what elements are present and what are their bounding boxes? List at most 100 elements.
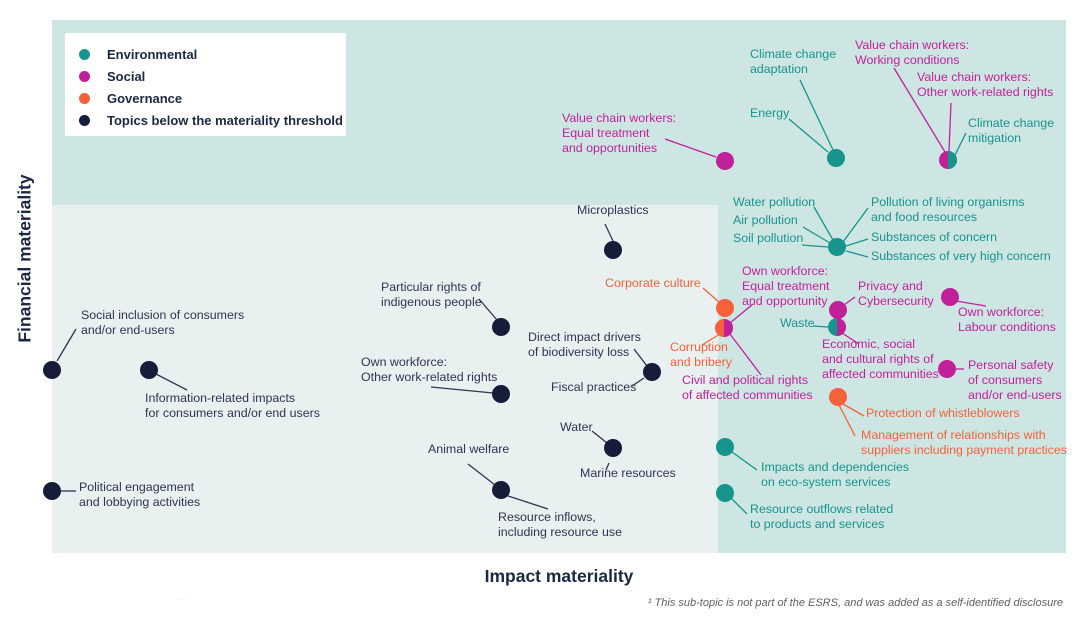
topic-label: Water (560, 420, 593, 434)
legend-label: Social (107, 68, 146, 84)
data-point (716, 299, 734, 317)
leader-line (841, 332, 860, 345)
legend-label: Topics below the materiality threshold (107, 112, 343, 128)
data-point (43, 482, 61, 500)
y-axis-label: Financial materiality (14, 174, 35, 343)
data-point (716, 438, 734, 456)
topic-label: Own workforce: Equal treatment and oppor… (742, 264, 830, 308)
leader-line (478, 298, 498, 321)
leader-line (631, 377, 645, 387)
topic-label: Personal safety of consumers and/or end-… (968, 358, 1062, 402)
topic-label: Animal welfare (428, 442, 510, 456)
data-point (828, 238, 846, 256)
legend-item: Social (79, 65, 346, 87)
topic-label: Particular rights of indigenous people (381, 280, 482, 309)
topic-label: Pollution of living organisms and food r… (871, 195, 1025, 224)
topic-label: Substances of concern (871, 230, 998, 244)
data-point (941, 288, 959, 306)
data-point (43, 361, 61, 379)
leader-line (633, 348, 648, 367)
legend-dot-icon (79, 70, 90, 82)
topic-label: Management of relationships with supplie… (861, 428, 1067, 457)
leader-line (467, 463, 496, 486)
topic-label: Climate change mitigation (968, 116, 1055, 145)
leader-line (813, 206, 834, 241)
legend-label: Governance (107, 90, 183, 106)
topic-label: Marine resources (580, 466, 676, 480)
topic-label: Value chain workers: Working conditions (855, 38, 970, 67)
data-point (829, 301, 847, 319)
data-point (716, 484, 734, 502)
data-point (643, 363, 661, 381)
leader-line (955, 300, 987, 307)
topic-label: Corporate culture (605, 276, 701, 290)
leader-line (701, 333, 721, 346)
topic-label: Climate change adaptation (750, 47, 837, 76)
topic-label: Energy (750, 106, 790, 120)
data-point (140, 361, 158, 379)
topic-label: Direct impact drivers of biodiversity lo… (528, 330, 641, 359)
leader-line (604, 223, 614, 242)
leader-line (893, 67, 946, 153)
leader-line (948, 102, 952, 152)
data-point (604, 241, 622, 259)
leader-line (605, 462, 610, 471)
data-point-half (837, 318, 846, 336)
topic-label: Own workforce: Other work-related rights (361, 355, 498, 384)
topic-label: Air pollution (733, 213, 798, 227)
data-point (604, 439, 622, 457)
topic-label: Information-related impacts for consumer… (145, 391, 320, 420)
leader-line (801, 244, 829, 248)
legend-item: Governance (79, 87, 346, 109)
legend: Environmental Social Governance Topics belo… (65, 33, 346, 136)
leader-line (845, 250, 869, 258)
leader-line (842, 207, 869, 243)
x-axis-label: Impact materiality (484, 566, 634, 586)
leader-line (155, 373, 188, 391)
topic-label: Substances of very high concern (871, 249, 1051, 263)
leader-line (702, 287, 721, 304)
topic-label: Soil pollution (733, 231, 804, 245)
leader-line (812, 325, 829, 328)
leader-line (729, 333, 762, 376)
topic-label: Fiscal practices (551, 380, 637, 394)
data-point (492, 481, 510, 499)
topic-label: Waste (780, 316, 815, 330)
below-threshold-region (52, 205, 718, 553)
footnote: ¹ This sub-topic is not part of the ESRS… (647, 597, 1063, 609)
leader-line (788, 118, 829, 153)
topic-label: Value chain workers: Other work-related … (917, 70, 1054, 99)
leader-line (430, 386, 494, 394)
legend-label: Environmental (107, 46, 198, 62)
legend-item: Topics below the materiality threshold (79, 109, 346, 131)
above-impact-threshold-region (718, 205, 1066, 553)
topic-label: Privacy and Cybersecurity (858, 279, 934, 308)
leader-line (842, 403, 865, 417)
leader-line (843, 296, 856, 306)
topic-label: Value chain workers: Equal treatment and… (562, 111, 677, 155)
topic-label: Own workforce: Labour conditions (958, 305, 1056, 334)
topic-label: Corruption and bribery (670, 340, 732, 369)
topic-label: Protection of whistleblowers (866, 406, 1020, 420)
legend-dot-icon (79, 92, 90, 104)
leader-line (591, 430, 608, 444)
data-point-half (948, 151, 957, 169)
topic-label: Impacts and dependencies on eco-system s… (761, 460, 910, 489)
topic-label: Economic, social and cultural rights of … (822, 337, 939, 381)
data-point (829, 388, 847, 406)
data-point (492, 318, 510, 336)
leader-line (802, 226, 831, 244)
topic-label: Social inclusion of consumers and/or end… (81, 308, 245, 337)
leader-line (799, 79, 834, 151)
data-point-half (724, 319, 733, 337)
leader-line (504, 494, 549, 510)
legend-item: Environmental (79, 43, 346, 65)
topic-label: Political engagement and lobbying activi… (79, 480, 201, 509)
data-point (716, 152, 734, 170)
topic-label: Resource inflows, including resource use (498, 510, 622, 539)
legend-dot-icon (79, 114, 90, 126)
leader-line (838, 404, 856, 437)
